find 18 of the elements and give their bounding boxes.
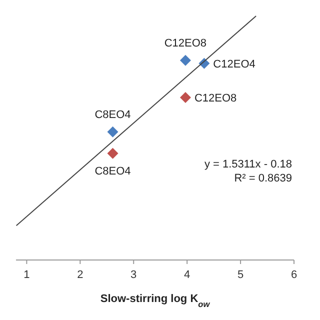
annotation: C12EO8 — [194, 92, 237, 104]
annotation: y = 1.5311x - 0.18 — [204, 158, 292, 170]
annotation: C8EO4 — [94, 165, 131, 178]
point — [180, 92, 191, 103]
annotation: C12EO8 — [164, 37, 207, 50]
x-axis-title: Slow-stirring log K$_{ow}$ — [100, 293, 210, 308]
x-tick-label: 5 — [237, 269, 244, 281]
x-tick-label: 2 — [77, 269, 84, 281]
point — [107, 126, 118, 138]
annotation: R² = 0.8639 — [234, 172, 292, 184]
point — [180, 54, 191, 66]
annotation: C12EO4 — [213, 58, 256, 70]
point — [107, 148, 118, 159]
x-tick-label: 6 — [290, 269, 298, 281]
x-tick-label: 1 — [24, 269, 30, 281]
annotation: C8EO4 — [94, 108, 131, 121]
x-tick-label: 4 — [184, 269, 190, 281]
x-tick-label: 3 — [130, 269, 137, 281]
